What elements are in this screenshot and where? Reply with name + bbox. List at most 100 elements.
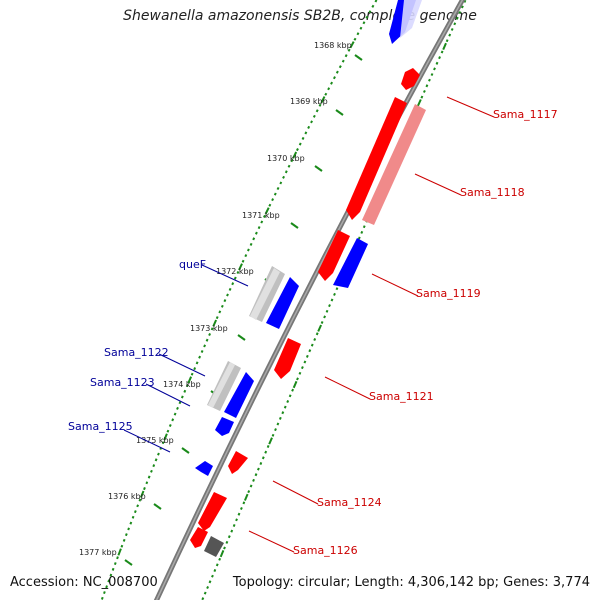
gene-sama-1117[interactable] xyxy=(401,68,420,90)
tick-dot xyxy=(324,92,328,96)
reverse-genes xyxy=(195,266,299,476)
leader-line xyxy=(201,264,249,287)
tick-dot xyxy=(242,501,246,505)
gene-label-sama-1126[interactable]: Sama_1126 xyxy=(293,544,358,557)
ruler-label: 1371 kbp xyxy=(242,211,280,220)
tick-dot xyxy=(220,304,224,308)
leader-line xyxy=(272,480,319,505)
tick-dot xyxy=(353,37,357,41)
ruler-tick xyxy=(314,165,323,172)
tick-dot xyxy=(131,515,135,519)
gene-label-sama-1118[interactable]: Sama_1118 xyxy=(460,186,525,199)
tick-dot xyxy=(129,521,133,525)
tick-dot xyxy=(333,292,336,296)
tick-dot xyxy=(206,585,210,590)
tick-dot xyxy=(200,349,204,354)
gene-label-sama-1122[interactable]: Sama_1122 xyxy=(104,346,169,359)
leader-line xyxy=(248,530,295,553)
tick-dot xyxy=(133,510,137,514)
gene-sama-1118[interactable] xyxy=(346,97,407,220)
tick-dot xyxy=(362,225,366,229)
gene-feature-small[interactable] xyxy=(195,461,213,476)
gene-feature[interactable] xyxy=(400,0,422,38)
gene-sama-1121[interactable] xyxy=(274,338,301,379)
tick-dot xyxy=(279,181,283,185)
gene-sama-1124[interactable] xyxy=(228,451,248,474)
gene-label-quef[interactable]: queF xyxy=(179,258,206,271)
gene-quef-shade[interactable] xyxy=(250,268,280,320)
gene-label-sama-1117[interactable]: Sama_1117 xyxy=(493,108,558,121)
ruler-label: 1373 kbp xyxy=(190,324,228,333)
tick-dot xyxy=(223,546,226,550)
tick-dot xyxy=(254,231,258,235)
backbone-line-highlight xyxy=(155,0,464,600)
tick-dot xyxy=(127,527,130,531)
gene-feature-blue[interactable] xyxy=(266,277,299,329)
tick-dot xyxy=(211,574,214,578)
tick-dot xyxy=(252,478,255,482)
tick-dot xyxy=(238,263,243,271)
tick-dot xyxy=(208,580,212,584)
gene-label-sama-1125[interactable]: Sama_1125 xyxy=(68,420,133,433)
tick-dot xyxy=(268,203,272,207)
tick-dot xyxy=(298,371,302,375)
tick-dot xyxy=(147,475,151,479)
tick-dot xyxy=(138,498,142,502)
ruler-label: 1369 kbp xyxy=(290,97,328,106)
tick-dot xyxy=(230,529,234,533)
tick-dot xyxy=(327,87,331,91)
gene-label-sama-1123[interactable]: Sama_1123 xyxy=(90,376,155,389)
tick-dot xyxy=(450,27,454,31)
tick-dot xyxy=(442,42,447,51)
tick-dot xyxy=(278,416,282,420)
gene-label-sama-1124[interactable]: Sama_1124 xyxy=(317,496,382,509)
gene-label-sama-1121[interactable]: Sama_1121 xyxy=(369,390,434,403)
gene-feature[interactable] xyxy=(198,492,227,531)
tick-dot xyxy=(254,473,258,477)
ruler-tick xyxy=(354,54,363,61)
ruler-label: 1375 kbp xyxy=(136,436,174,445)
tick-dot xyxy=(215,563,219,567)
tick-dot xyxy=(271,198,275,202)
tick-dot xyxy=(458,11,462,15)
tick-dot xyxy=(323,315,327,319)
gene-sama-1122-shade[interactable] xyxy=(208,362,235,408)
ruler-label: 1377 kbp xyxy=(79,548,117,557)
tick-dot xyxy=(219,550,225,558)
tick-dot xyxy=(227,535,231,539)
ruler-label: 1374 kbp xyxy=(163,380,201,389)
gene-sama-1123[interactable] xyxy=(224,372,254,418)
tick-dot xyxy=(335,70,339,74)
tick-dot xyxy=(109,573,113,577)
ruler-label: 1370 kbp xyxy=(267,154,305,163)
gene-sama-1125[interactable] xyxy=(215,417,234,436)
ruler-label: 1372 kbp xyxy=(216,267,254,276)
gene-sama-1118-shadow[interactable] xyxy=(362,104,426,225)
gene-sama-1126[interactable] xyxy=(204,536,224,557)
tick-dot xyxy=(308,349,312,353)
tick-dot xyxy=(435,61,439,65)
tick-dot xyxy=(111,567,115,571)
gene-label-sama-1119[interactable]: Sama_1119 xyxy=(416,287,481,300)
gene-sama-1119-red[interactable] xyxy=(318,230,350,281)
gene-feature[interactable] xyxy=(190,527,208,548)
tick-dot xyxy=(438,56,441,60)
tick-dot xyxy=(236,270,240,275)
tick-dot xyxy=(328,304,331,308)
tick-dot xyxy=(232,524,236,527)
tick-dot xyxy=(105,585,108,589)
gene-sama-1119[interactable] xyxy=(333,238,368,288)
ruler-tick xyxy=(181,447,190,454)
tick-dot xyxy=(282,175,285,179)
tick-dot xyxy=(176,406,179,410)
ruler-tick xyxy=(153,503,162,510)
tick-dot xyxy=(362,21,366,25)
tick-dot xyxy=(166,429,170,433)
gene-labels-left: queF Sama_1122 Sama_1123 Sama_1125 xyxy=(68,258,249,453)
tick-dot xyxy=(249,484,253,488)
tick-dot xyxy=(271,433,275,437)
tick-dot xyxy=(235,518,238,522)
leader-line xyxy=(414,173,462,196)
tick-dot xyxy=(273,192,277,196)
tick-dot xyxy=(103,591,106,595)
